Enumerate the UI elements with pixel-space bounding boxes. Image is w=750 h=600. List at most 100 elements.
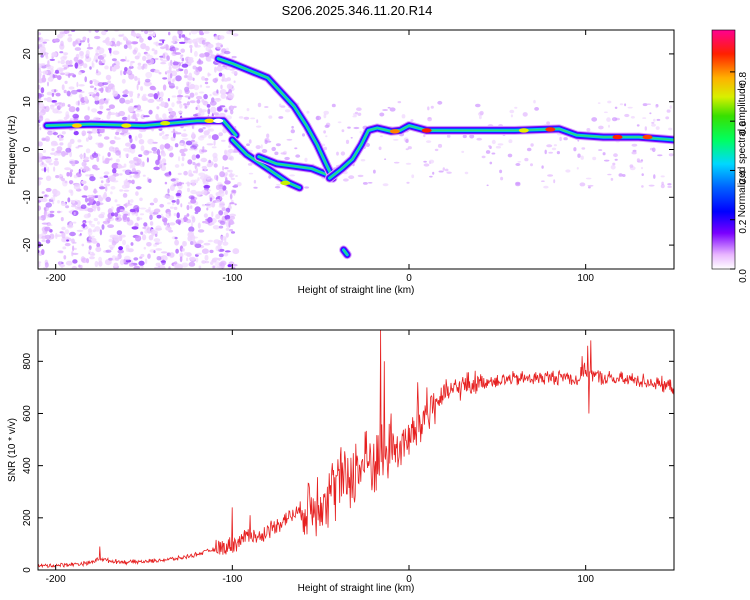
noise-speckle [222,154,228,161]
noise-speckle [624,103,627,107]
noise-speckle [475,103,481,108]
noise-speckle [180,48,185,53]
noise-speckle [110,191,113,195]
noise-speckle [169,222,176,226]
noise-speckle [126,59,130,63]
ridge-hotspot [518,128,529,133]
snr-frame [37,329,675,571]
noise-speckle [260,144,263,149]
noise-speckle [165,224,170,229]
noise-speckle [191,154,197,161]
noise-speckle [148,178,152,183]
noise-speckle [67,37,73,43]
noise-speckle [211,211,214,218]
noise-speckle [160,213,163,217]
noise-speckle [74,39,79,45]
noise-speckle [210,106,217,114]
noise-speckle [124,255,131,261]
noise-speckle [54,38,60,42]
noise-speckle [203,31,210,34]
noise-speckle [104,183,111,187]
noise-speckle [126,42,134,45]
noise-speckle [192,240,196,246]
noise-speckle [47,81,49,87]
noise-speckle [140,86,144,91]
noise-speckle [514,106,518,109]
noise-speckle [212,78,218,83]
noise-speckle [57,34,63,39]
noise-speckle [185,140,193,146]
noise-speckle [508,139,513,144]
noise-speckle [61,150,66,157]
noise-speckle [82,36,87,41]
noise-speckle [147,93,155,97]
noise-speckle [220,52,225,55]
noise-speckle [88,220,92,226]
noise-speckle [146,227,152,234]
noise-speckle [167,73,170,79]
noise-speckle [74,62,79,69]
noise-speckle [198,91,205,94]
noise-speckle [189,44,193,49]
noise-speckle [173,213,177,216]
noise-speckle [76,229,84,232]
noise-speckle [140,43,147,50]
noise-speckle [94,30,100,33]
noise-speckle [168,31,171,36]
noise-speckle [66,90,71,97]
noise-speckle [63,255,67,260]
noise-speckle [207,239,214,243]
noise-speckle [178,41,186,44]
noise-speckle [194,92,198,96]
noise-speckle [573,147,577,152]
noise-speckle [85,174,90,177]
noise-speckle [55,92,61,97]
noise-speckle [581,147,586,150]
noise-speckle [118,246,123,251]
noise-speckle [73,130,79,136]
noise-speckle [220,44,223,48]
noise-speckle [428,159,435,164]
noise-speckle [81,243,85,247]
noise-speckle [202,220,207,224]
x-tick-label: -100 [222,574,242,585]
noise-speckle [579,182,586,187]
noise-speckle [83,63,88,69]
noise-speckle [94,260,99,268]
noise-speckle [155,41,159,47]
noise-speckle [331,103,336,108]
noise-speckle [624,113,630,118]
noise-speckle [176,198,180,205]
noise-speckle [222,65,226,68]
noise-speckle [65,147,72,153]
noise-speckle [397,101,402,104]
ridge-mid-branch [258,155,331,177]
noise-speckle [218,261,225,267]
noise-speckle [45,52,48,58]
noise-speckle [54,102,58,106]
noise-speckle [481,155,486,159]
noise-speckle [135,211,139,217]
noise-speckle [230,177,235,180]
noise-speckle [224,150,232,157]
noise-speckle [218,225,224,229]
noise-speckle [216,106,222,112]
noise-speckle [648,184,655,187]
noise-speckle [522,112,528,117]
noise-speckle [423,160,427,163]
snr-y-axis-label: SNR (10 * v/v) [7,418,18,482]
noise-speckle [430,105,434,109]
noise-speckle [218,132,223,137]
noise-speckle [169,172,172,176]
noise-speckle [373,169,376,174]
noise-speckle [253,186,258,189]
noise-speckle [45,64,52,70]
noise-speckle [619,103,624,106]
noise-speckle [389,107,396,112]
noise-speckle [162,39,165,44]
noise-speckle [109,48,112,54]
noise-speckle [144,30,149,35]
noise-speckle [348,175,355,180]
noise-speckle [641,173,644,177]
y-tick-label: 20 [22,48,33,60]
